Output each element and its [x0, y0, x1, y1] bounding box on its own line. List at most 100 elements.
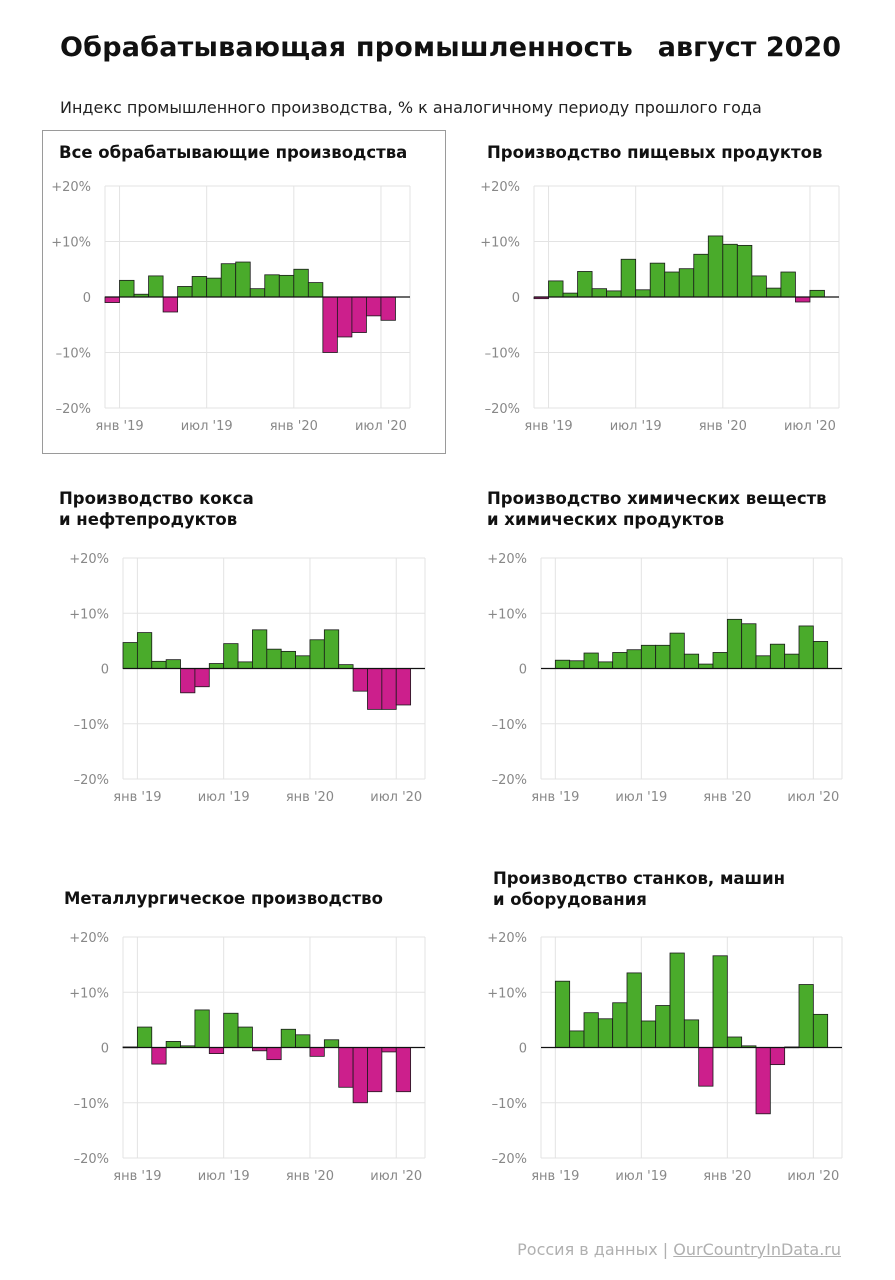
chart-panel-machinery: Производство станков, машин и оборудован… — [468, 868, 888, 1198]
bar — [323, 629, 340, 669]
bar — [165, 659, 181, 669]
bar — [554, 659, 571, 669]
bar — [707, 235, 724, 298]
bar — [352, 1047, 368, 1104]
chart-title: Производство пищевых продуктов — [487, 143, 823, 162]
y-tick-label: –10% — [492, 1097, 527, 1112]
y-tick-label: +10% — [480, 236, 520, 251]
x-tick-label: янв '20 — [286, 790, 334, 805]
bar — [809, 289, 825, 298]
x-tick-label: июл '20 — [370, 790, 422, 805]
y-tick-label: –20% — [485, 402, 520, 417]
x-tick-label: июл '19 — [610, 419, 662, 434]
bar — [597, 1018, 614, 1048]
report-date: август 2020 — [657, 32, 841, 63]
bar — [122, 642, 138, 669]
bar — [626, 972, 642, 1048]
y-tick-label: –20% — [492, 1152, 527, 1167]
bar — [237, 661, 253, 669]
bar — [726, 1036, 743, 1048]
x-tick-label: янв '19 — [113, 790, 161, 805]
x-tick-label: июл '20 — [784, 419, 836, 434]
bar — [235, 261, 251, 298]
x-tick-label: янв '19 — [113, 1169, 161, 1184]
bar — [180, 668, 196, 694]
x-tick-label: янв '20 — [699, 419, 747, 434]
x-tick-label: июл '19 — [615, 790, 667, 805]
y-tick-label: +10% — [487, 986, 527, 1001]
page-title: Обрабатывающая промышленность — [60, 32, 634, 63]
bar — [649, 262, 666, 298]
bar — [812, 641, 829, 669]
bar — [698, 1047, 714, 1087]
bar — [612, 652, 628, 669]
y-tick-label: 0 — [512, 291, 520, 306]
chart-panel-coke-oil: Производство кокса и нефтепродуктов +20%… — [40, 488, 460, 818]
bar — [712, 955, 728, 1048]
bar — [252, 629, 268, 669]
bar — [367, 668, 383, 710]
bar — [795, 296, 811, 303]
chart-svg: +20% +10% 0 –10% –20% янв '19 июл '19 янв '20 ию… — [69, 552, 426, 805]
x-tick-label: июл '19 — [181, 419, 233, 434]
bar — [367, 1047, 383, 1093]
bar — [798, 984, 814, 1048]
bar — [640, 644, 657, 669]
bar — [395, 668, 412, 706]
y-tick-label: 0 — [519, 1042, 527, 1057]
bar — [249, 288, 266, 298]
y-tick-label: –10% — [56, 347, 91, 362]
bar — [280, 650, 296, 669]
bar — [295, 655, 311, 669]
bar — [798, 625, 814, 669]
bar — [655, 1005, 671, 1048]
bar — [755, 655, 771, 669]
bar — [554, 980, 571, 1048]
bar — [640, 1020, 657, 1048]
chart-panel-food: Производство пищевых продуктов +20% +10% 0… — [468, 130, 888, 460]
x-tick-label: янв '20 — [286, 1169, 334, 1184]
y-tick-label: –20% — [74, 773, 109, 788]
y-tick-label: +10% — [51, 236, 91, 251]
bar — [664, 271, 680, 298]
bar — [223, 1012, 239, 1048]
bar — [769, 1047, 786, 1066]
bar — [177, 286, 193, 298]
x-tick-label: июл '20 — [370, 1169, 422, 1184]
chart-title: Производство кокса и нефтепродуктов — [59, 489, 254, 529]
bar — [266, 648, 282, 669]
y-tick-label: 0 — [83, 291, 91, 306]
chart-title: Производство химических веществ и химиче… — [487, 489, 827, 529]
bar — [280, 1028, 296, 1048]
x-tick-label: июл '19 — [615, 1169, 667, 1184]
x-tick-label: янв '20 — [270, 419, 318, 434]
y-tick-label: 0 — [101, 663, 109, 678]
y-tick-label: –20% — [74, 1152, 109, 1167]
bar — [395, 1047, 412, 1093]
footer-link[interactable]: OurCountryInData.ru — [673, 1240, 841, 1259]
bar — [148, 275, 164, 298]
x-tick-label: янв '19 — [531, 1169, 579, 1184]
x-tick-label: июл '20 — [787, 1169, 839, 1184]
bar — [338, 1047, 354, 1088]
bar — [693, 253, 709, 298]
y-tick-label: +10% — [487, 607, 527, 622]
y-tick-label: –10% — [74, 718, 109, 733]
bar — [309, 1047, 325, 1057]
x-tick-label: янв '19 — [95, 419, 143, 434]
y-tick-label: +20% — [487, 931, 527, 946]
bar — [741, 623, 757, 669]
bar — [583, 1012, 599, 1048]
bar — [136, 632, 153, 669]
chart-svg: +20% +10% 0 –10% –20% янв '19 июл '19 янв '20 ию… — [480, 180, 840, 434]
y-tick-label: +20% — [69, 552, 109, 567]
bar — [548, 280, 564, 298]
chart-svg: +20% +10% 0 –10% –20% янв '19 июл '19 янв '20 ию… — [69, 931, 426, 1184]
x-tick-label: янв '20 — [703, 1169, 751, 1184]
bar — [220, 263, 237, 298]
x-tick-label: июл '19 — [198, 1169, 250, 1184]
y-tick-label: –20% — [492, 773, 527, 788]
bar — [606, 290, 622, 298]
bar — [323, 1039, 340, 1048]
bar — [597, 661, 614, 669]
